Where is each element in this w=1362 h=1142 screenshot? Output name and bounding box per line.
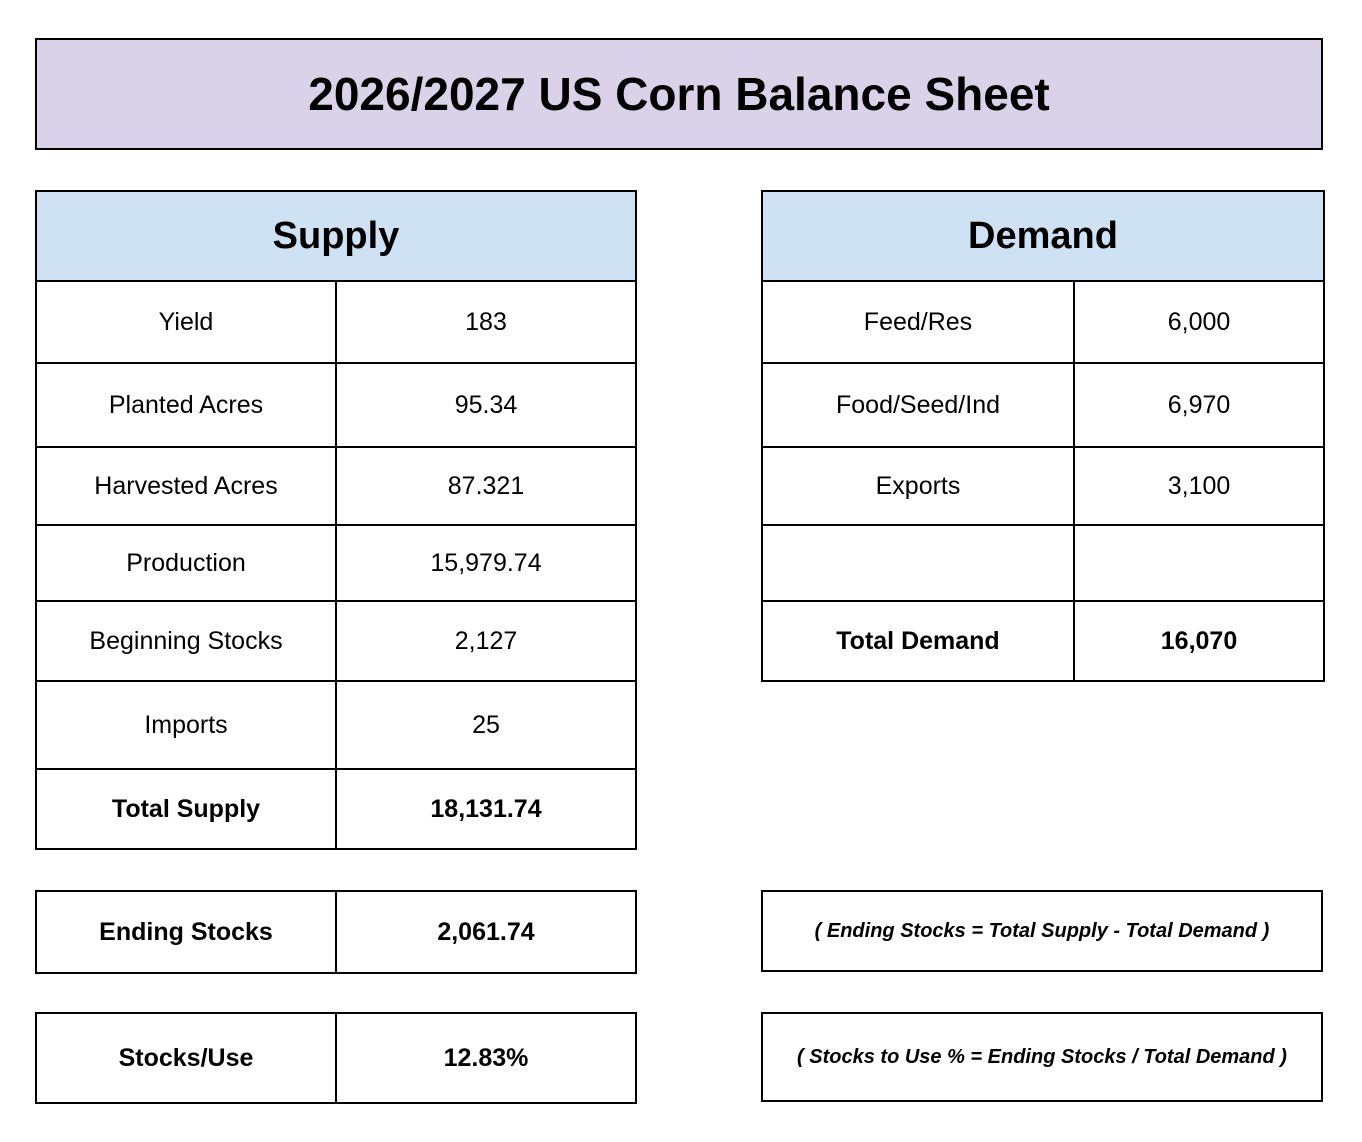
supply-label-beginning-stocks: Beginning Stocks bbox=[35, 600, 337, 682]
supply-value-planted-acres: 95.34 bbox=[335, 362, 637, 448]
demand-table: Demand Feed/Res 6,000 Food/Seed/Ind 6,97… bbox=[760, 190, 1326, 682]
table-row: Food/Seed/Ind 6,970 bbox=[761, 362, 1326, 448]
title-banner: 2026/2027 US Corn Balance Sheet bbox=[35, 38, 1323, 150]
supply-label-production: Production bbox=[35, 524, 337, 602]
table-row: Total Supply 18,131.74 bbox=[35, 768, 637, 850]
page-title: 2026/2027 US Corn Balance Sheet bbox=[308, 68, 1050, 120]
demand-total-label: Total Demand bbox=[761, 600, 1075, 682]
supply-table: Supply Yield 183 Planted Acres 95.34 Har… bbox=[35, 190, 637, 850]
stocks-use-table: Stocks/Use 12.83% bbox=[35, 1012, 637, 1104]
supply-total-value: 18,131.74 bbox=[335, 768, 637, 850]
supply-label-planted-acres: Planted Acres bbox=[35, 362, 337, 448]
table-row: Feed/Res 6,000 bbox=[761, 280, 1326, 364]
ending-stocks-label: Ending Stocks bbox=[35, 890, 337, 974]
supply-label-imports: Imports bbox=[35, 680, 337, 770]
supply-value-imports: 25 bbox=[335, 680, 637, 770]
demand-total-value: 16,070 bbox=[1072, 600, 1326, 682]
table-row: Production 15,979.74 bbox=[35, 524, 637, 602]
table-row: Stocks/Use 12.83% bbox=[35, 1012, 637, 1104]
table-row: Imports 25 bbox=[35, 680, 637, 770]
ending-stocks-value: 2,061.74 bbox=[335, 890, 637, 974]
supply-value-yield: 183 bbox=[335, 280, 637, 364]
stocks-use-value: 12.83% bbox=[335, 1012, 637, 1104]
supply-value-harvested-acres: 87.321 bbox=[335, 446, 637, 526]
stocks-use-formula: ( Stocks to Use % = Ending Stocks / Tota… bbox=[761, 1012, 1323, 1102]
stocks-use-formula-text: ( Stocks to Use % = Ending Stocks / Tota… bbox=[797, 1045, 1287, 1068]
table-row bbox=[761, 524, 1326, 602]
supply-header: Supply bbox=[35, 190, 637, 282]
supply-value-production: 15,979.74 bbox=[335, 524, 637, 602]
supply-value-beginning-stocks: 2,127 bbox=[335, 600, 637, 682]
ending-stocks-formula: ( Ending Stocks = Total Supply - Total D… bbox=[761, 890, 1323, 972]
demand-header: Demand bbox=[760, 190, 1326, 282]
demand-value-exports: 3,100 bbox=[1072, 446, 1326, 526]
table-row: Total Demand 16,070 bbox=[761, 600, 1326, 682]
supply-label-harvested-acres: Harvested Acres bbox=[35, 446, 337, 526]
demand-label-food-seed-ind: Food/Seed/Ind bbox=[761, 362, 1075, 448]
table-row: Beginning Stocks 2,127 bbox=[35, 600, 637, 682]
ending-stocks-table: Ending Stocks 2,061.74 bbox=[35, 890, 637, 974]
demand-value-feed-res: 6,000 bbox=[1072, 280, 1326, 364]
table-row: Exports 3,100 bbox=[761, 446, 1326, 526]
table-row: Yield 183 bbox=[35, 280, 637, 364]
supply-label-yield: Yield bbox=[35, 280, 337, 364]
demand-value-empty bbox=[1072, 524, 1326, 602]
supply-total-label: Total Supply bbox=[35, 768, 337, 850]
table-row: Planted Acres 95.34 bbox=[35, 362, 637, 448]
stocks-use-label: Stocks/Use bbox=[35, 1012, 337, 1104]
demand-label-exports: Exports bbox=[761, 446, 1075, 526]
demand-label-empty bbox=[761, 524, 1075, 602]
table-row: Ending Stocks 2,061.74 bbox=[35, 890, 637, 974]
demand-label-feed-res: Feed/Res bbox=[761, 280, 1075, 364]
demand-value-food-seed-ind: 6,970 bbox=[1072, 362, 1326, 448]
ending-stocks-formula-text: ( Ending Stocks = Total Supply - Total D… bbox=[814, 919, 1270, 942]
table-row: Harvested Acres 87.321 bbox=[35, 446, 637, 526]
